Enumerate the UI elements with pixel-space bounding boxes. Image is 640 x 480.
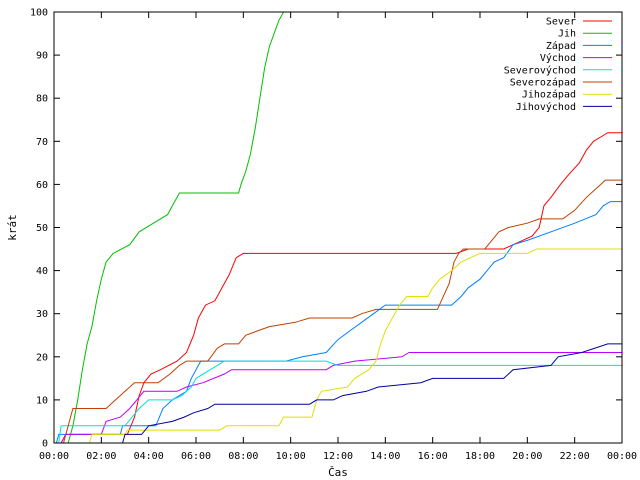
y-tick-label: 100 xyxy=(30,8,48,19)
series-line-0 xyxy=(54,132,622,443)
y-tick-label: 70 xyxy=(36,137,48,148)
x-tick-label: 00:00 xyxy=(39,451,69,462)
series-lines xyxy=(54,12,622,443)
series-line-3 xyxy=(54,352,622,443)
legend-label: Jihozápad xyxy=(522,89,576,101)
x-tick-label: 08:00 xyxy=(228,451,258,462)
x-tick-label: 16:00 xyxy=(418,451,448,462)
y-axis: 0 10 20 30 40 50 60 70 80 90 100 xyxy=(30,8,622,450)
legend-label: Jihovýchod xyxy=(516,101,576,113)
x-tick-label: 06:00 xyxy=(181,451,211,462)
series-line-2 xyxy=(54,201,622,443)
y-tick-label: 20 xyxy=(36,352,48,363)
y-tick-label: 80 xyxy=(36,94,48,105)
x-tick-label: 10:00 xyxy=(276,451,306,462)
x-tick-label: 02:00 xyxy=(86,451,116,462)
x-tick-label: 12:00 xyxy=(323,451,353,462)
series-line-7 xyxy=(54,343,622,443)
series-line-1 xyxy=(54,12,285,443)
x-tick-label: 04:00 xyxy=(134,451,164,462)
y-tick-label: 0 xyxy=(42,439,48,450)
y-tick-label: 40 xyxy=(36,266,48,277)
x-tick-label: 00:00 xyxy=(607,451,637,462)
x-tick-label: 14:00 xyxy=(370,451,400,462)
legend-label: Severovýchod xyxy=(504,64,576,76)
y-tick-label: 90 xyxy=(36,51,48,62)
x-tick-label: 20:00 xyxy=(512,451,542,462)
x-axis-label: Čas xyxy=(328,466,348,479)
legend: SeverJihZápadVýchodSeverovýchodSeverozáp… xyxy=(504,17,612,113)
x-axis: 00:00 02:00 04:00 06:00 08:00 10:00 12:00 14:00… xyxy=(39,12,637,462)
series-line-5 xyxy=(54,179,622,443)
series-line-6 xyxy=(54,248,622,443)
legend-label: Západ xyxy=(546,40,576,52)
legend-label: Jih xyxy=(558,29,576,40)
legend-label: Severozápad xyxy=(510,77,576,89)
y-tick-label: 60 xyxy=(36,180,48,191)
y-tick-label: 30 xyxy=(36,309,48,320)
y-tick-label: 50 xyxy=(36,223,48,234)
legend-label: Sever xyxy=(546,17,576,28)
x-tick-label: 22:00 xyxy=(560,451,590,462)
legend-label: Východ xyxy=(540,52,576,64)
y-axis-label: krát xyxy=(6,214,19,241)
series-line-4 xyxy=(54,360,622,443)
y-tick-label: 10 xyxy=(36,395,48,406)
x-tick-label: 18:00 xyxy=(465,451,495,462)
